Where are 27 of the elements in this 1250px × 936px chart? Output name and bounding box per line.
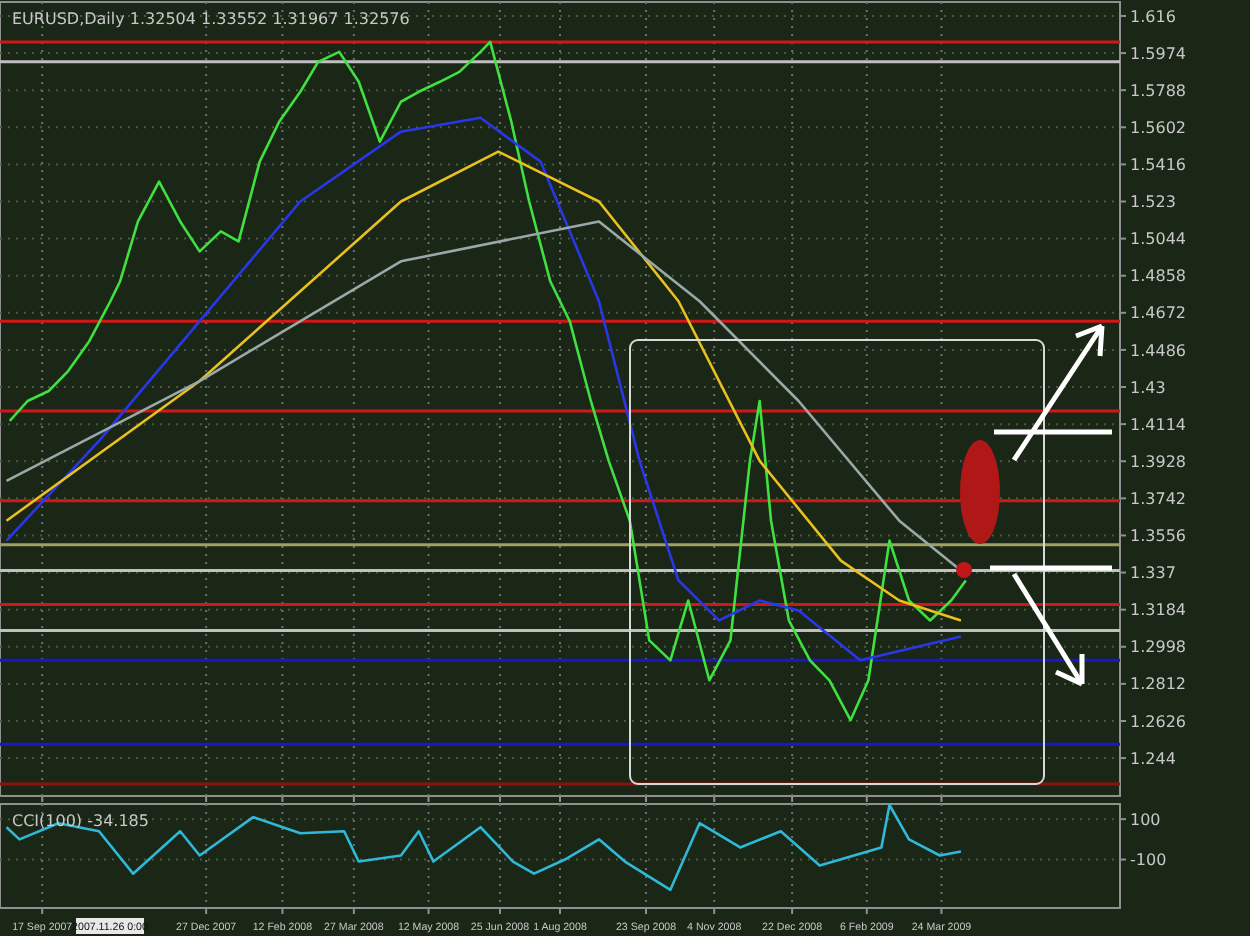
y-tick-label: 1.523	[1130, 193, 1176, 212]
y-tick-label: 1.5974	[1130, 44, 1186, 63]
text: CCI(100) -34.185	[12, 812, 149, 830]
y-tick-label: 1.4672	[1130, 304, 1186, 323]
y-tick-label: 100	[1130, 810, 1161, 829]
line-series	[5, 803, 963, 892]
y-tick-label: 1.244	[1130, 749, 1176, 768]
y-tick-label: 1.616	[1130, 7, 1176, 26]
y-tick-label: 1.5044	[1130, 230, 1186, 249]
y-tick-label: 1.3742	[1130, 489, 1186, 508]
y-tick-label: 1.337	[1130, 564, 1176, 583]
y-tick-label: 1.2998	[1130, 638, 1186, 657]
y-tick-label: 1.5416	[1130, 155, 1186, 174]
y-tick-label: 1.4858	[1130, 267, 1186, 286]
y-tick-label: 1.3184	[1130, 601, 1186, 620]
y-tick-label: 1.5788	[1130, 81, 1186, 100]
y-tick-label: 1.2626	[1130, 712, 1186, 731]
y-tick-label: 1.3928	[1130, 452, 1186, 471]
y-tick-label: 1.43	[1130, 378, 1166, 397]
y-tick-label: 1.2812	[1130, 675, 1186, 694]
text: EURUSD,Daily 1.32504 1.33552 1.31967 1.32576	[12, 10, 410, 28]
y-tick-label: 1.5602	[1130, 118, 1186, 137]
y-tick-label: 1.4114	[1130, 415, 1186, 434]
y-tick-label: -100	[1130, 851, 1167, 870]
y-tick-label: 1.4486	[1130, 341, 1186, 360]
y-tick-label: 1.3556	[1130, 527, 1186, 546]
line-series	[8, 40, 968, 722]
